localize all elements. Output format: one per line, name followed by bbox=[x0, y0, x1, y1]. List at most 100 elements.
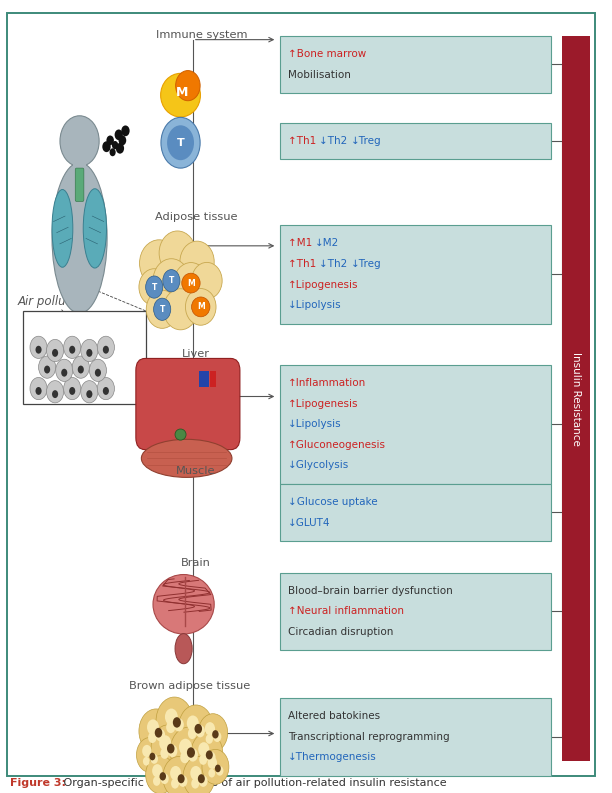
Circle shape bbox=[142, 745, 152, 757]
Ellipse shape bbox=[147, 371, 226, 438]
FancyBboxPatch shape bbox=[23, 311, 146, 404]
Text: Brown adipose tissue: Brown adipose tissue bbox=[129, 681, 250, 691]
Circle shape bbox=[154, 298, 171, 320]
Circle shape bbox=[102, 141, 111, 152]
Text: ↑Gluconeogenesis: ↑Gluconeogenesis bbox=[288, 440, 386, 450]
FancyBboxPatch shape bbox=[280, 365, 551, 484]
Circle shape bbox=[97, 377, 114, 400]
Ellipse shape bbox=[139, 269, 170, 305]
Circle shape bbox=[188, 749, 198, 761]
Circle shape bbox=[191, 733, 223, 774]
Text: Liver: Liver bbox=[182, 349, 210, 359]
Circle shape bbox=[160, 772, 166, 780]
Circle shape bbox=[207, 752, 215, 763]
Circle shape bbox=[86, 349, 92, 357]
Text: ↑Bone marrow: ↑Bone marrow bbox=[288, 49, 366, 59]
Circle shape bbox=[171, 779, 179, 788]
Ellipse shape bbox=[175, 634, 192, 664]
Circle shape bbox=[177, 774, 185, 783]
Circle shape bbox=[119, 136, 126, 145]
Circle shape bbox=[179, 705, 213, 749]
Text: ↑Lipogenesis: ↑Lipogenesis bbox=[288, 280, 358, 289]
Ellipse shape bbox=[153, 259, 190, 303]
Circle shape bbox=[146, 756, 175, 793]
Text: ↑Th1: ↑Th1 bbox=[288, 259, 319, 269]
Circle shape bbox=[206, 750, 213, 760]
Circle shape bbox=[208, 769, 215, 777]
Circle shape bbox=[112, 141, 118, 149]
Circle shape bbox=[153, 776, 160, 786]
Circle shape bbox=[174, 718, 184, 731]
Circle shape bbox=[163, 270, 180, 292]
Circle shape bbox=[213, 731, 222, 742]
Text: M: M bbox=[176, 86, 188, 99]
Text: ↑M1: ↑M1 bbox=[288, 239, 315, 248]
Ellipse shape bbox=[174, 262, 208, 304]
Circle shape bbox=[151, 754, 158, 764]
Circle shape bbox=[47, 339, 64, 362]
Ellipse shape bbox=[185, 289, 216, 325]
FancyBboxPatch shape bbox=[136, 358, 240, 450]
FancyBboxPatch shape bbox=[280, 573, 551, 650]
Ellipse shape bbox=[146, 290, 178, 328]
Circle shape bbox=[106, 136, 114, 145]
Ellipse shape bbox=[180, 241, 214, 282]
Circle shape bbox=[195, 724, 202, 734]
Circle shape bbox=[202, 749, 229, 784]
Circle shape bbox=[69, 346, 75, 354]
Text: ↑Lipogenesis: ↑Lipogenesis bbox=[288, 399, 358, 408]
Circle shape bbox=[103, 387, 109, 395]
Circle shape bbox=[159, 735, 171, 751]
Text: Figure 3:: Figure 3: bbox=[10, 778, 66, 787]
Text: ↑Neural inflammation: ↑Neural inflammation bbox=[288, 607, 404, 616]
Circle shape bbox=[207, 757, 217, 769]
Circle shape bbox=[89, 359, 106, 381]
Circle shape bbox=[198, 742, 209, 757]
Ellipse shape bbox=[163, 289, 198, 330]
Text: Transcriptional reprogramming: Transcriptional reprogramming bbox=[288, 732, 449, 741]
Circle shape bbox=[30, 336, 47, 358]
Circle shape bbox=[179, 739, 192, 755]
Text: M: M bbox=[197, 302, 204, 312]
Circle shape bbox=[60, 116, 99, 167]
Ellipse shape bbox=[192, 297, 210, 317]
Circle shape bbox=[97, 336, 114, 358]
Ellipse shape bbox=[192, 262, 222, 299]
Text: ↓Th2: ↓Th2 bbox=[319, 259, 351, 269]
Circle shape bbox=[44, 366, 50, 374]
Text: Insulin Resistance: Insulin Resistance bbox=[571, 351, 581, 446]
Circle shape bbox=[72, 356, 89, 378]
Ellipse shape bbox=[182, 273, 200, 293]
Ellipse shape bbox=[141, 439, 232, 477]
Circle shape bbox=[155, 729, 165, 741]
Circle shape bbox=[35, 387, 42, 395]
Circle shape bbox=[173, 717, 181, 728]
Ellipse shape bbox=[140, 239, 179, 287]
Text: Immune system: Immune system bbox=[156, 29, 248, 40]
Ellipse shape bbox=[153, 574, 214, 634]
Text: Brain: Brain bbox=[181, 557, 211, 568]
Circle shape bbox=[81, 339, 98, 362]
Circle shape bbox=[156, 697, 193, 745]
Circle shape bbox=[121, 125, 130, 136]
Text: Blood–brain barrier dysfunction: Blood–brain barrier dysfunction bbox=[288, 586, 452, 596]
Text: T: T bbox=[177, 138, 184, 147]
Ellipse shape bbox=[176, 71, 200, 101]
Circle shape bbox=[56, 359, 73, 381]
Text: ↓Thermogenesis: ↓Thermogenesis bbox=[288, 753, 376, 762]
Circle shape bbox=[52, 349, 58, 357]
Text: Muscle: Muscle bbox=[176, 465, 215, 476]
Text: Air pollution: Air pollution bbox=[17, 295, 88, 308]
Circle shape bbox=[190, 766, 201, 780]
Circle shape bbox=[35, 346, 42, 354]
Bar bbox=[210, 371, 216, 387]
Circle shape bbox=[206, 734, 213, 744]
Circle shape bbox=[30, 377, 47, 400]
Circle shape bbox=[160, 773, 169, 784]
Circle shape bbox=[146, 276, 163, 298]
Circle shape bbox=[103, 346, 109, 354]
Circle shape bbox=[199, 776, 207, 787]
Circle shape bbox=[163, 757, 195, 793]
Circle shape bbox=[149, 753, 155, 760]
Circle shape bbox=[187, 747, 195, 758]
